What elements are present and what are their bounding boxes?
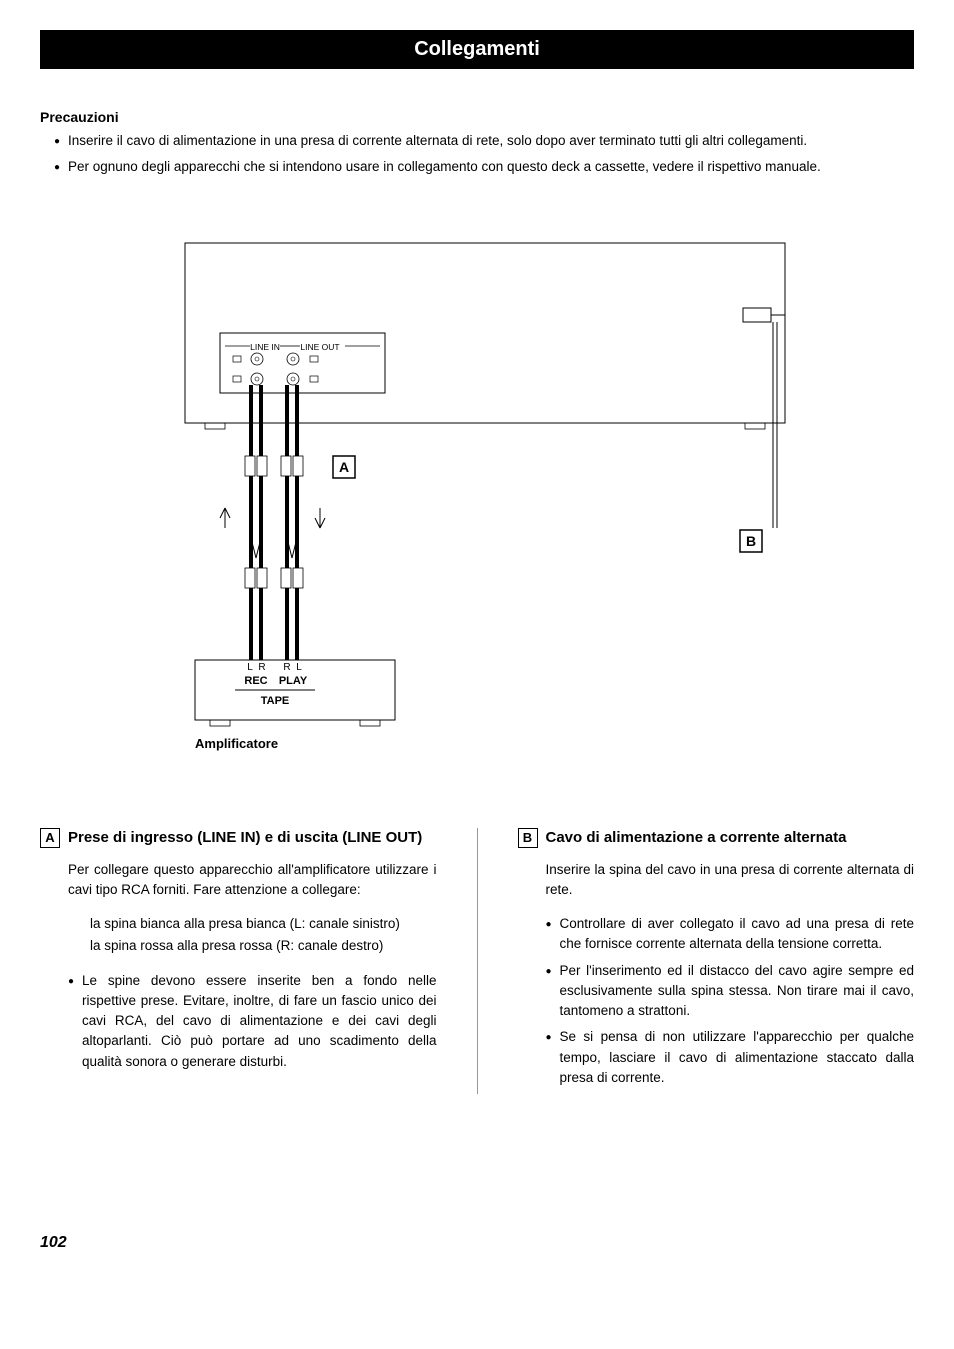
section-b-letter: B <box>518 828 538 848</box>
section-a-plug-red: la spina rossa alla presa rossa (R: cana… <box>90 936 437 956</box>
section-b-title: Cavo di alimentazione a corrente alterna… <box>546 828 847 848</box>
section-b-intro: Inserire la spina del cavo in una presa … <box>546 860 915 901</box>
diagram-svg: B LINE IN LINE OUT <box>165 238 790 768</box>
svg-text:Amplificatore: Amplificatore <box>195 736 278 751</box>
svg-text:L: L <box>296 662 302 673</box>
section-a-intro: Per collegare questo apparecchio all'amp… <box>68 860 437 901</box>
section-a-plug-white: la spina bianca alla presa bianca (L: ca… <box>90 914 437 934</box>
page-number: 102 <box>40 1234 914 1252</box>
precautions-item: Inserire il cavo di alimentazione in una… <box>54 131 914 151</box>
column-divider <box>477 828 478 1095</box>
section-b: B Cavo di alimentazione a corrente alter… <box>518 828 915 1095</box>
section-a-letter: A <box>40 828 60 848</box>
precautions-item: Per ognuno degli apparecchi che si inten… <box>54 157 914 177</box>
svg-text:LINE IN: LINE IN <box>250 342 280 352</box>
svg-text:R: R <box>258 662 265 673</box>
page-header: Collegamenti <box>40 30 914 69</box>
svg-text:A: A <box>338 459 348 475</box>
section-a-bullet: Le spine devono essere inserite ben a fo… <box>68 971 437 1072</box>
precautions-section: Precauzioni Inserire il cavo di alimenta… <box>40 109 914 178</box>
jack-row-bottom <box>233 373 318 385</box>
section-a-heading: A Prese di ingresso (LINE IN) e di uscit… <box>40 828 437 848</box>
jack-row-top <box>233 353 318 365</box>
section-b-bullet: Controllare di aver collegato il cavo ad… <box>546 914 915 955</box>
rca-top-left <box>245 456 267 476</box>
precautions-list: Inserire il cavo di alimentazione in una… <box>40 131 914 178</box>
precautions-title: Precauzioni <box>40 109 914 125</box>
svg-text:L: L <box>247 662 253 673</box>
section-b-bullet: Per l'inserimento ed il distacco del cav… <box>546 961 915 1022</box>
svg-text:REC: REC <box>244 675 267 687</box>
section-a-bullets: Le spine devono essere inserite ben a fo… <box>54 971 437 1072</box>
section-a-title: Prese di ingresso (LINE IN) e di uscita … <box>68 828 422 848</box>
marker-b-label: B <box>745 533 755 549</box>
header-title: Collegamenti <box>414 38 540 60</box>
svg-text:LINE OUT: LINE OUT <box>300 342 339 352</box>
section-a: A Prese di ingresso (LINE IN) e di uscit… <box>40 828 437 1095</box>
rca-top-right <box>281 456 303 476</box>
content-columns: A Prese di ingresso (LINE IN) e di uscit… <box>40 828 914 1095</box>
section-b-bullet: Se si pensa di non utilizzare l'apparecc… <box>546 1027 915 1088</box>
section-b-bullets: Controllare di aver collegato il cavo ad… <box>532 914 915 1088</box>
connection-diagram: B LINE IN LINE OUT <box>40 238 914 768</box>
svg-text:R: R <box>283 662 290 673</box>
svg-text:TAPE: TAPE <box>260 695 289 707</box>
section-b-heading: B Cavo di alimentazione a corrente alter… <box>518 828 915 848</box>
svg-text:PLAY: PLAY <box>278 675 307 687</box>
